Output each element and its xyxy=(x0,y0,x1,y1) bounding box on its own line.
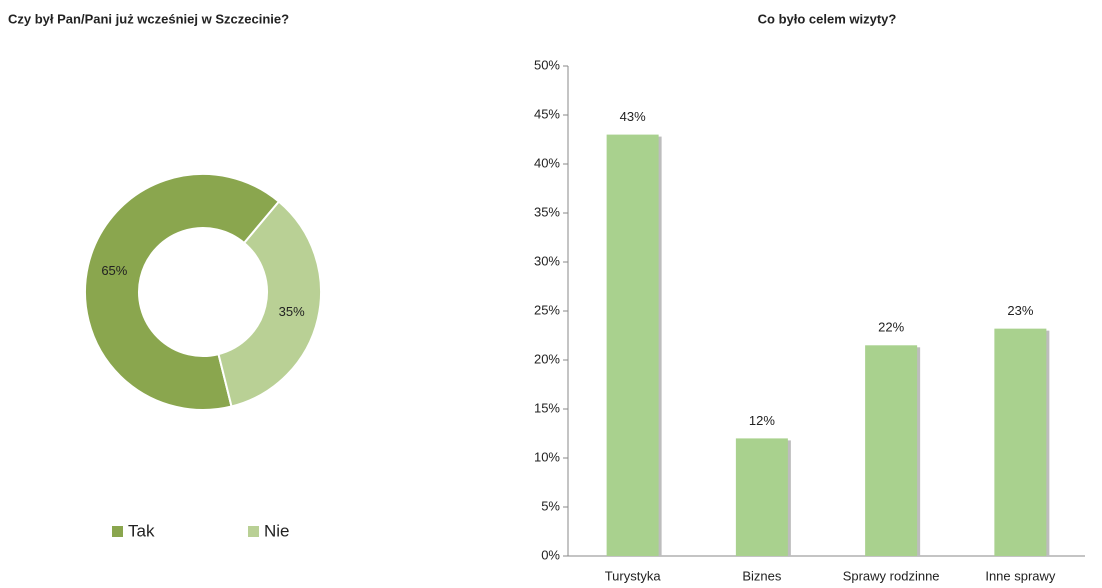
legend-label: Nie xyxy=(264,521,290,540)
y-tick-label: 35% xyxy=(534,204,560,219)
x-tick-label: Turystyka xyxy=(605,568,662,583)
bar-title: Co było celem wizyty? xyxy=(758,11,897,26)
y-tick-label: 25% xyxy=(534,302,560,317)
slice-label: 65% xyxy=(101,263,127,278)
y-tick-label: 30% xyxy=(534,253,560,268)
y-tick-label: 45% xyxy=(534,106,560,121)
donut-slice xyxy=(217,200,322,408)
y-tick-label: 15% xyxy=(534,400,560,415)
y-tick-label: 20% xyxy=(534,351,560,366)
y-tick-label: 50% xyxy=(534,57,560,72)
legend-swatch xyxy=(248,526,259,537)
donut-title: Czy był Pan/Pani już wcześniej w Szczeci… xyxy=(8,11,289,26)
y-tick-label: 40% xyxy=(534,155,560,170)
value-label: 22% xyxy=(878,320,904,335)
value-label: 43% xyxy=(620,109,646,124)
legend-swatch xyxy=(112,526,123,537)
value-label: 23% xyxy=(1007,303,1033,318)
x-tick-label: Sprawy rodzinne xyxy=(843,568,940,583)
slice-label: 35% xyxy=(279,304,305,319)
y-tick-label: 5% xyxy=(541,498,560,513)
legend-label: Tak xyxy=(128,521,155,540)
donut-slice xyxy=(84,173,281,411)
y-tick-label: 10% xyxy=(534,449,560,464)
x-tick-label: Biznes xyxy=(742,568,782,583)
value-label: 12% xyxy=(749,413,775,428)
x-tick-label: Inne sprawy xyxy=(985,568,1056,583)
bar xyxy=(606,134,659,556)
bar xyxy=(865,345,918,556)
bar xyxy=(994,328,1047,556)
bar xyxy=(735,438,788,556)
y-tick-label: 0% xyxy=(541,547,560,562)
